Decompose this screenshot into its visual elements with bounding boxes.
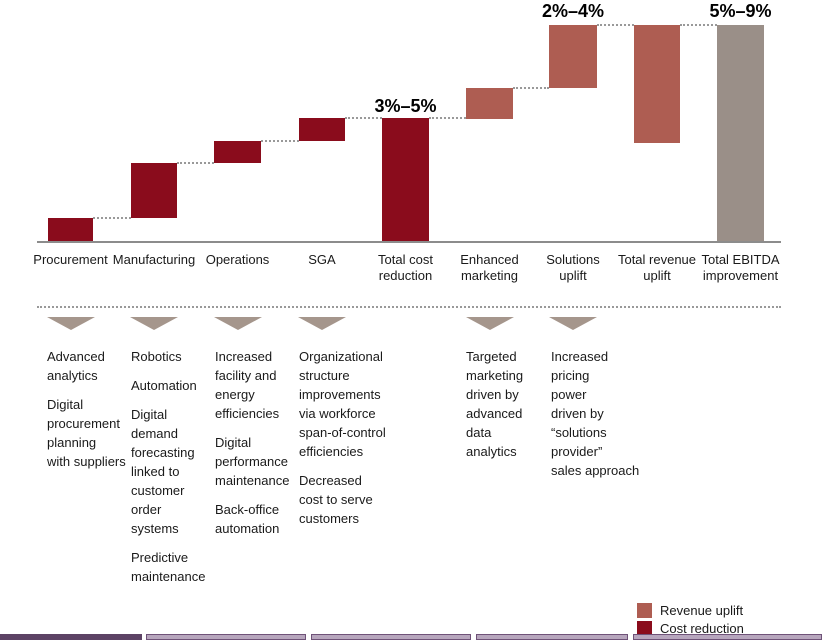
bar-sga: [299, 118, 345, 141]
category-label-manufacturing: Manufacturing: [112, 252, 196, 267]
connector-dots: [513, 87, 549, 89]
insight-item: Increased pricing power driven by “solut…: [551, 349, 640, 478]
insight-item: Digital procurement planning with suppli…: [47, 397, 126, 469]
insight-column-solutions: Increased pricing power driven by “solut…: [551, 347, 661, 490]
legend-label: Cost reduction: [660, 621, 744, 636]
arrow-down-icon: [46, 317, 95, 330]
insight-column-sga: Organizational structure improvements vi…: [299, 347, 405, 538]
section-separator-dots: [37, 306, 781, 308]
insight-item: Organizational structure improvements vi…: [299, 349, 386, 459]
category-label-solutions: Solutions uplift: [546, 252, 600, 283]
footer-strip-segment: [476, 634, 628, 640]
insight-item: Advanced analytics: [47, 349, 105, 383]
value-annotation-total-cost: 3%–5%: [374, 96, 437, 116]
legend-swatch-revenue: [637, 603, 652, 618]
insight-item: Digital demand forecasting linked to cus…: [131, 407, 195, 536]
bar-solutions: [549, 25, 597, 88]
x-axis-line: [37, 241, 781, 243]
bar-procurement: [48, 218, 93, 242]
value-annotation-total-ebitda: 5%–9%: [709, 1, 772, 21]
bar-total-revenue: [634, 25, 680, 143]
connector-dots: [680, 24, 717, 26]
category-label-total-ebitda: Total EBITDA improvement: [701, 252, 780, 283]
arrow-down-icon: [130, 317, 178, 330]
connector-dots: [177, 162, 214, 164]
bar-enhanced: [466, 88, 513, 119]
insight-item: Digital performance maintenance: [215, 435, 290, 488]
footer-strip-segment: [0, 634, 142, 640]
category-label-operations: Operations: [205, 252, 270, 267]
insight-column-operations: Increased facility and energy efficienci…: [215, 347, 299, 548]
connector-dots: [597, 24, 634, 26]
category-label-sga: SGA: [308, 252, 336, 267]
category-label-total-cost: Total cost reduction: [378, 252, 433, 283]
insight-item: Predictive maintenance: [131, 550, 206, 584]
insight-item: Robotics: [131, 349, 182, 364]
category-label-procurement: Procurement: [33, 252, 108, 267]
value-annotation-solutions: 2%–4%: [541, 1, 605, 21]
connector-dots: [93, 217, 131, 219]
footer-strip-segment: [146, 634, 306, 640]
bar-manufacturing: [131, 163, 177, 218]
insight-column-enhanced: Targeted marketing driven by advanced da…: [466, 347, 546, 471]
footer-strip-segment: [633, 634, 822, 640]
arrow-down-icon: [298, 317, 346, 330]
bar-total-cost: [382, 118, 429, 242]
insight-item: Increased facility and energy efficienci…: [215, 349, 280, 421]
legend-item-revenue-uplift: Revenue uplift: [637, 603, 743, 618]
arrow-down-icon: [465, 317, 514, 330]
bar-operations: [214, 141, 261, 163]
insight-column-procurement: Advanced analytics Digital procurement pl…: [47, 347, 131, 481]
insight-item: Back-office automation: [215, 502, 280, 536]
insight-column-manufacturing: Robotics Automation Digital demand forecas…: [131, 347, 211, 596]
category-label-enhanced: Enhanced marketing: [460, 252, 519, 283]
insight-item: Automation: [131, 378, 197, 393]
arrow-down-icon: [213, 317, 262, 330]
insight-item: Decreased cost to serve customers: [299, 473, 373, 526]
legend-swatch-cost: [637, 621, 652, 636]
connector-dots: [261, 140, 299, 142]
footer-strip-segment: [311, 634, 471, 640]
insight-item: Targeted marketing driven by advanced da…: [466, 349, 524, 459]
legend-label: Revenue uplift: [660, 603, 744, 618]
connector-dots: [429, 117, 466, 119]
bar-total-ebitda: [717, 25, 764, 242]
arrow-down-icon: [549, 317, 597, 330]
legend-item-cost-reduction: Cost reduction: [637, 621, 744, 636]
connector-dots: [345, 117, 382, 119]
category-label-total-revenue: Total revenue uplift: [617, 252, 697, 283]
